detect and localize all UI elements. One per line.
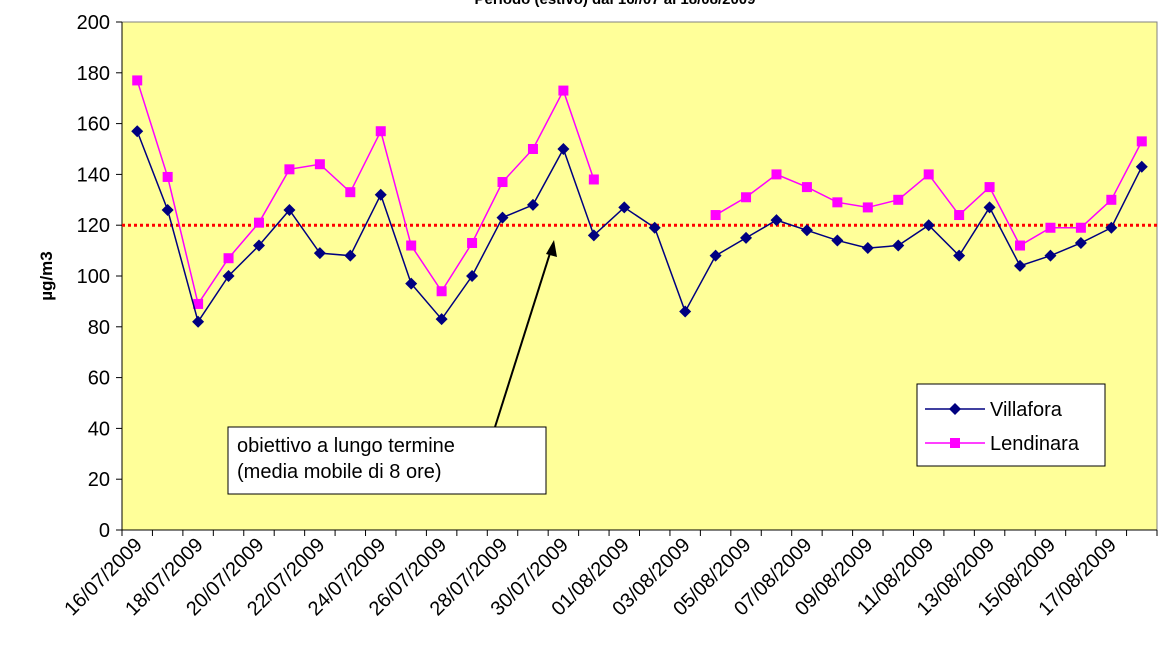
- marker: [801, 182, 812, 193]
- marker: [435, 313, 448, 326]
- y-tick-label: 140: [77, 164, 110, 186]
- marker: [588, 174, 599, 185]
- legend-box: [916, 383, 1106, 467]
- marker: [953, 249, 966, 262]
- marker: [831, 234, 844, 247]
- marker: [679, 305, 692, 318]
- chart-title: Periodo (estivo) dal 16//07 al 18/08/200…: [475, 0, 756, 8]
- marker: [436, 286, 447, 297]
- marker: [1106, 194, 1117, 205]
- marker: [710, 210, 721, 221]
- marker: [741, 192, 752, 203]
- marker: [313, 247, 326, 260]
- y-tick-label: 20: [88, 469, 110, 491]
- annotation-text: obiettivo a lungo termine: [237, 435, 455, 457]
- marker: [984, 182, 995, 193]
- y-tick-label: 120: [77, 215, 110, 237]
- marker: [862, 202, 873, 213]
- marker: [1015, 240, 1026, 251]
- marker: [253, 217, 264, 228]
- marker: [406, 240, 417, 251]
- marker: [222, 270, 235, 282]
- marker: [527, 144, 538, 154]
- arrow-head: [546, 240, 557, 257]
- marker: [314, 159, 325, 170]
- marker: [1135, 160, 1148, 173]
- marker: [1014, 259, 1027, 272]
- marker: [558, 85, 569, 96]
- marker: [587, 229, 600, 242]
- marker: [497, 177, 508, 188]
- marker: [345, 187, 356, 198]
- marker: [252, 239, 265, 252]
- marker: [648, 221, 661, 234]
- marker: [1136, 136, 1147, 147]
- annotation-box: [227, 426, 547, 495]
- marker: [832, 197, 843, 208]
- y-tick-label: 200: [77, 12, 110, 34]
- marker: [954, 210, 965, 221]
- marker: [496, 211, 509, 224]
- marker: [1105, 221, 1118, 234]
- y-tick-label: 100: [77, 266, 110, 288]
- marker: [618, 201, 631, 214]
- y-axis-label: µg/m3: [37, 251, 56, 300]
- y-tick-label: 160: [77, 114, 110, 136]
- marker: [162, 171, 173, 182]
- marker: [192, 315, 205, 328]
- y-tick-label: 60: [88, 368, 110, 390]
- marker: [161, 203, 174, 216]
- legend-label: Lendinara: [990, 433, 1080, 455]
- marker: [375, 126, 386, 137]
- marker: [709, 249, 722, 262]
- annotation-arrow: [494, 249, 552, 428]
- annotation-text: (media mobile di 8 ore): [237, 461, 442, 483]
- y-tick-label: 0: [99, 520, 110, 542]
- marker: [770, 214, 783, 227]
- legend-marker: [949, 403, 961, 415]
- marker: [892, 239, 905, 252]
- marker: [800, 224, 813, 237]
- y-tick-label: 180: [77, 63, 110, 85]
- legend-marker: [950, 438, 960, 448]
- marker: [893, 194, 904, 205]
- legend-label: Villafora: [990, 399, 1063, 421]
- marker: [132, 75, 143, 86]
- marker: [374, 188, 387, 201]
- marker: [283, 203, 296, 216]
- series-line: [136, 130, 1143, 324]
- marker: [1044, 249, 1057, 262]
- marker: [740, 231, 753, 244]
- marker: [1045, 222, 1056, 233]
- marker: [344, 249, 357, 262]
- marker: [923, 169, 934, 180]
- marker: [466, 270, 479, 282]
- marker: [771, 169, 782, 180]
- y-tick-label: 80: [88, 317, 110, 339]
- marker: [467, 237, 478, 248]
- marker: [131, 125, 144, 138]
- marker: [1074, 236, 1087, 249]
- marker: [922, 219, 935, 232]
- marker: [284, 164, 295, 175]
- marker: [557, 143, 570, 155]
- marker: [405, 277, 418, 290]
- marker: [193, 298, 204, 309]
- marker: [983, 201, 996, 214]
- marker: [861, 242, 874, 255]
- marker: [526, 198, 539, 211]
- marker: [223, 253, 234, 264]
- marker: [1075, 222, 1086, 233]
- y-tick-label: 40: [88, 418, 110, 440]
